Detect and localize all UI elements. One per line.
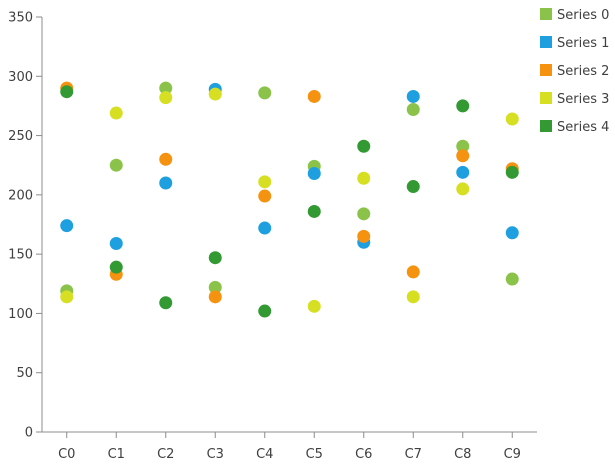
data-point[interactable]	[307, 89, 321, 103]
legend-label: Series 1	[557, 36, 609, 51]
data-point[interactable]	[357, 171, 371, 185]
data-point[interactable]	[456, 139, 470, 153]
data-point[interactable]	[208, 87, 222, 101]
series-1	[60, 82, 519, 250]
legend-swatch	[540, 36, 552, 48]
legend-label: Series 0	[557, 8, 609, 23]
data-point[interactable]	[406, 265, 420, 279]
plot-area: 0 50 100 150 200 250 300 350 C0 C1 C2 C3 C4 C5 C6 C7 C8 C…	[8, 11, 537, 462]
legend-swatch	[540, 92, 552, 104]
data-point[interactable]	[109, 158, 123, 172]
y-tick-label: 350	[8, 11, 33, 26]
x-tick-label: C4	[256, 447, 273, 462]
data-point[interactable]	[109, 236, 123, 250]
data-point[interactable]	[406, 89, 420, 103]
data-point[interactable]	[357, 207, 371, 221]
data-point[interactable]	[505, 272, 519, 286]
series-3	[60, 87, 519, 313]
data-point[interactable]	[208, 280, 222, 294]
data-point[interactable]	[357, 139, 371, 153]
x-tick-label: C3	[207, 447, 224, 462]
x-tick-label: C9	[504, 447, 521, 462]
data-point[interactable]	[307, 204, 321, 218]
data-point[interactable]	[109, 260, 123, 274]
data-point[interactable]	[456, 149, 470, 163]
data-point[interactable]	[159, 176, 173, 190]
legend: Series 0 Series 1 Series 2 Series 3 Series 4	[540, 8, 609, 135]
data-point[interactable]	[456, 165, 470, 179]
legend-swatch	[540, 8, 552, 20]
y-tick-label: 200	[8, 188, 33, 203]
data-point[interactable]	[159, 296, 173, 310]
y-tick-label: 250	[8, 129, 33, 144]
data-point[interactable]	[258, 189, 272, 203]
y-tick-label: 300	[8, 70, 33, 85]
x-tick-label: C1	[108, 447, 125, 462]
x-tick-label: C7	[405, 447, 422, 462]
data-point[interactable]	[60, 85, 74, 99]
series-2	[60, 81, 519, 304]
data-point[interactable]	[505, 112, 519, 126]
x-tick-label: C0	[58, 447, 75, 462]
data-point[interactable]	[505, 165, 519, 179]
data-point[interactable]	[258, 221, 272, 235]
data-point[interactable]	[60, 290, 74, 304]
data-point[interactable]	[406, 180, 420, 194]
data-point[interactable]	[208, 290, 222, 304]
data-point[interactable]	[307, 167, 321, 181]
data-point[interactable]	[159, 81, 173, 95]
data-point[interactable]	[159, 91, 173, 105]
data-point[interactable]	[109, 106, 123, 120]
data-point[interactable]	[60, 219, 74, 233]
legend-label: Series 4	[557, 120, 609, 135]
data-point[interactable]	[258, 175, 272, 189]
legend-swatch	[540, 120, 552, 132]
y-tick-label: 0	[25, 426, 33, 441]
x-tick-label: C5	[306, 447, 323, 462]
data-point[interactable]	[208, 251, 222, 265]
data-point[interactable]	[456, 182, 470, 196]
data-point[interactable]	[357, 229, 371, 243]
series-0	[60, 81, 519, 298]
y-tick-label: 150	[8, 248, 33, 263]
x-tick-label: C2	[157, 447, 174, 462]
data-point[interactable]	[307, 299, 321, 313]
y-tick-label: 100	[8, 307, 33, 322]
legend-label: Series 3	[557, 92, 609, 107]
data-point[interactable]	[258, 304, 272, 318]
data-point[interactable]	[159, 152, 173, 166]
data-point[interactable]	[406, 102, 420, 116]
data-point[interactable]	[456, 99, 470, 113]
legend-label: Series 2	[557, 64, 609, 79]
legend-swatch	[540, 64, 552, 76]
data-point[interactable]	[406, 290, 420, 304]
series-4	[60, 85, 519, 318]
y-tick-label: 50	[16, 366, 33, 381]
x-tick-label: C8	[454, 447, 471, 462]
data-point[interactable]	[505, 226, 519, 240]
data-point[interactable]	[258, 86, 272, 100]
x-tick-label: C6	[355, 447, 372, 462]
